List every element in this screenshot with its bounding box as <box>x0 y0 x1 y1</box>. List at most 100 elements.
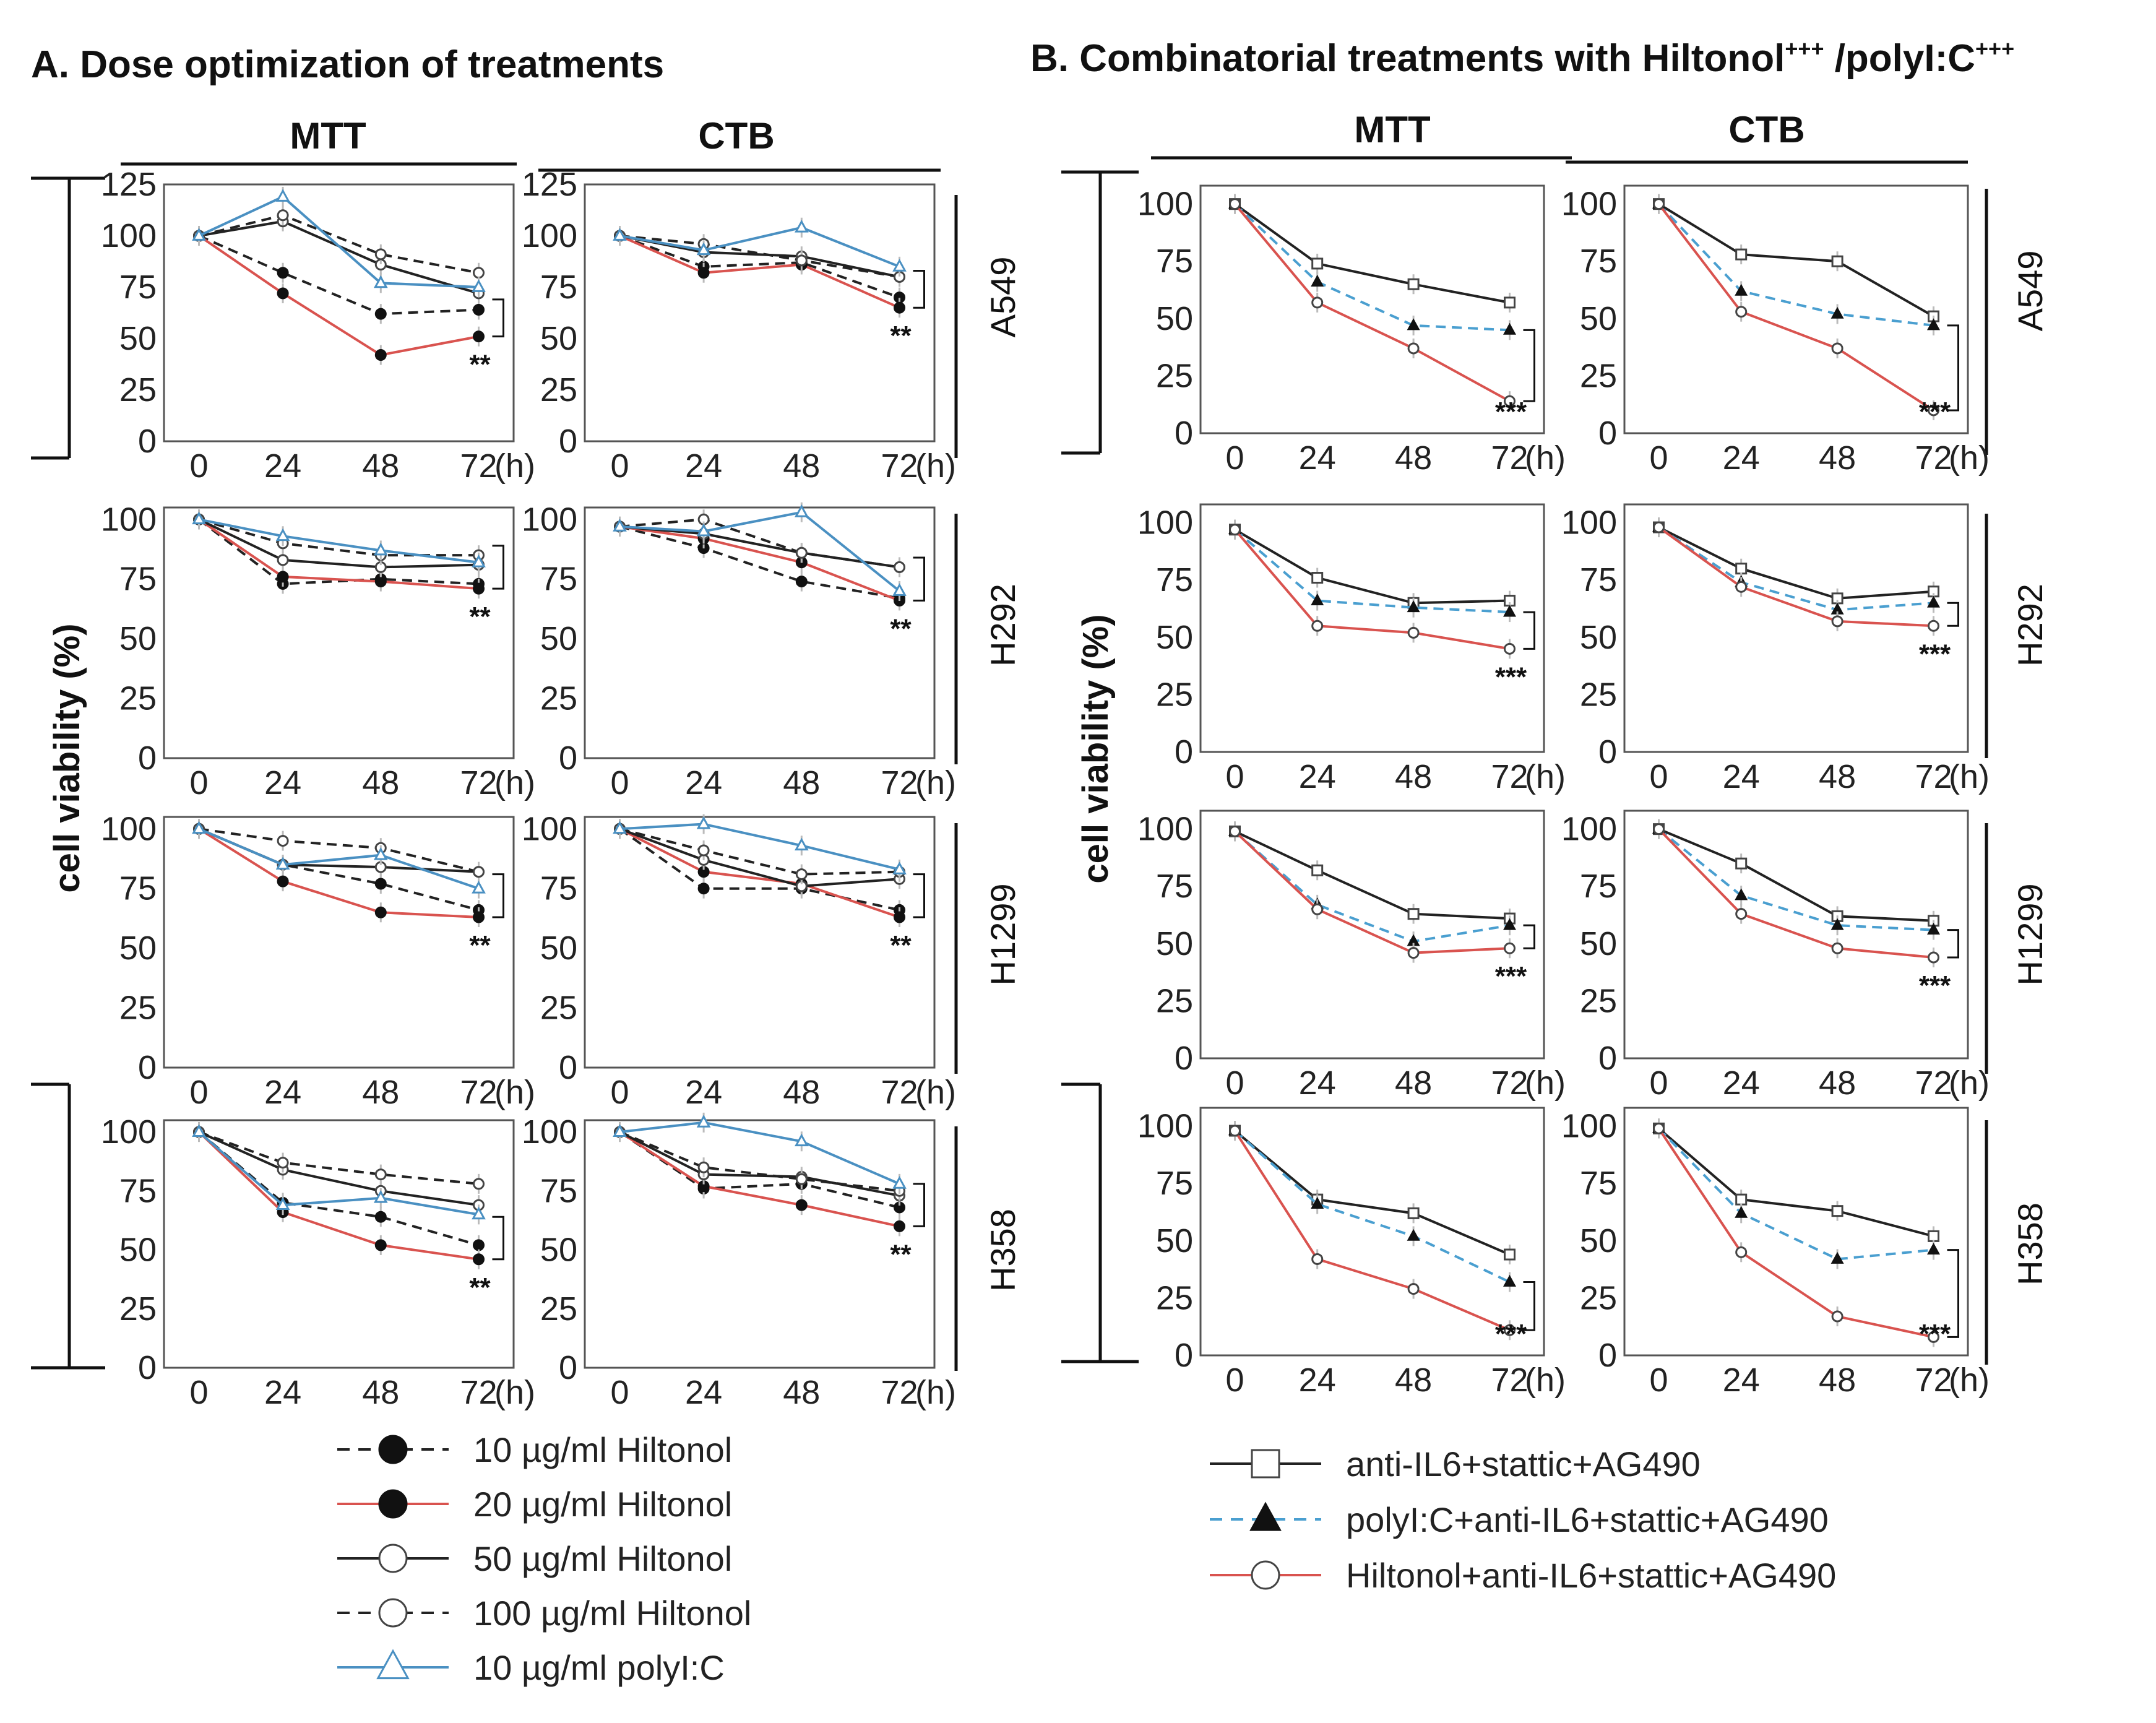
y-tick-label: 0 <box>138 740 157 777</box>
data-point <box>473 330 485 343</box>
data-point <box>1830 306 1844 319</box>
row-label-a-h358: H358 <box>983 1209 1022 1292</box>
data-point <box>473 866 485 878</box>
x-unit-label: (h) <box>494 1374 535 1411</box>
y-tick-label: 100 <box>522 501 577 538</box>
x-unit-label: (h) <box>494 764 535 801</box>
chart-b-mtt-h358: 0 25 50 75 100 0 24 48 72(h) *** <box>1137 1107 1566 1399</box>
legend-item: Hiltonol+anti-IL6+stattic+AG490 <box>1210 1556 1836 1595</box>
data-point <box>373 542 388 556</box>
x-tick-label: 72 <box>881 764 918 801</box>
y-tick-label: 75 <box>1156 868 1193 905</box>
y-tick-label: 50 <box>1156 925 1193 962</box>
x-tick-label: 48 <box>783 764 820 801</box>
data-point <box>794 504 809 517</box>
legend-item: 20 µg/ml Hiltonol <box>337 1485 732 1524</box>
series-line <box>1658 526 1934 628</box>
legend-label: anti-IL6+stattic+AG490 <box>1346 1444 1701 1483</box>
y-tick-label: 75 <box>1580 868 1617 905</box>
y-tick-label: 25 <box>119 990 157 1027</box>
data-point <box>892 583 907 596</box>
x-unit-label: (h) <box>915 1374 956 1411</box>
legend-label: 100 µg/ml Hiltonol <box>473 1594 751 1633</box>
series-line <box>1658 828 1934 931</box>
series-line <box>619 827 900 887</box>
y-tick-label: 100 <box>1137 811 1193 848</box>
row-label-a-h1299: H1299 <box>983 883 1022 985</box>
data-point <box>1830 1251 1844 1264</box>
data-point <box>1504 395 1516 407</box>
x-unit-label: (h) <box>494 447 535 485</box>
significance-bracket <box>492 545 504 590</box>
significance-bracket <box>1947 602 1959 627</box>
data-point <box>1735 1193 1748 1206</box>
plot-frame <box>163 1119 515 1369</box>
y-tick-label: 100 <box>1137 1108 1193 1145</box>
data-point <box>1735 563 1748 575</box>
col-header-b-ctb: CTB <box>1728 109 1805 150</box>
legend-item: 10 µg/ml Hiltonol <box>337 1430 732 1469</box>
y-tick-label: 50 <box>119 320 157 357</box>
significance-label: *** <box>1919 639 1951 669</box>
x-tick-label: 72 <box>881 1374 918 1411</box>
y-tick-label: 100 <box>101 1113 157 1151</box>
data-point <box>1503 605 1516 617</box>
data-point <box>275 1197 290 1211</box>
panel-a-title: A. Dose optimization of treatments <box>31 43 664 86</box>
legend-marker <box>378 1489 408 1519</box>
y-tick-label: 75 <box>119 561 157 598</box>
y-tick-label: 25 <box>1156 357 1193 394</box>
legend-item: anti-IL6+stattic+AG490 <box>1210 1444 1701 1483</box>
y-tick-label: 125 <box>101 166 157 203</box>
legend-item: polyI:C+anti-IL6+stattic+AG490 <box>1210 1500 1829 1539</box>
x-tick-label: 24 <box>264 1074 301 1111</box>
y-tick-label: 25 <box>119 1290 157 1328</box>
data-point <box>1831 1310 1843 1323</box>
data-point <box>1927 922 1940 935</box>
significance-bracket <box>913 556 925 602</box>
y-tick-label: 50 <box>540 620 577 657</box>
legend-b: anti-IL6+stattic+AG490 polyI:C+anti-IL6+s… <box>1210 1444 1836 1595</box>
legend-marker <box>1251 1449 1280 1479</box>
series-line <box>1234 830 1510 920</box>
row-label-b-h1299: H1299 <box>2011 883 2050 985</box>
x-tick-label: 0 <box>1649 439 1668 477</box>
data-point <box>472 1206 486 1220</box>
data-point <box>374 878 387 890</box>
significance-label: ** <box>469 930 491 961</box>
x-tick-label: 0 <box>1225 1362 1244 1399</box>
x-tick-label: 0 <box>189 1374 208 1411</box>
data-point <box>795 1173 808 1185</box>
significance-label: *** <box>1919 970 1951 1001</box>
data-point <box>613 228 627 241</box>
legend-marker <box>376 1649 410 1680</box>
x-tick-label: 24 <box>1299 1362 1336 1399</box>
data-point <box>1407 600 1420 613</box>
data-point <box>696 1115 711 1128</box>
data-point <box>1229 1125 1241 1137</box>
y-tick-label: 75 <box>1156 1165 1193 1202</box>
data-point <box>473 267 485 279</box>
series-line <box>198 1131 479 1261</box>
data-point <box>192 821 206 834</box>
x-tick-label: 48 <box>362 447 399 485</box>
x-tick-label: 72 <box>881 1074 918 1111</box>
x-tick-label: 72 <box>1491 439 1528 477</box>
data-point <box>894 561 905 573</box>
data-point <box>794 837 809 851</box>
x-tick-label: 0 <box>189 764 208 801</box>
series-line <box>619 235 900 279</box>
x-tick-label: 72 <box>1915 758 1952 795</box>
data-point <box>613 821 627 834</box>
significance-label: ** <box>890 930 912 961</box>
chart-a-mtt-h292: 0 25 50 75 100 0 24 48 72(h) ** <box>101 501 535 801</box>
x-tick-label: 0 <box>610 764 629 801</box>
plot-frame <box>584 183 936 443</box>
data-point <box>1830 918 1844 930</box>
x-tick-label: 0 <box>610 1374 629 1411</box>
data-point <box>696 816 711 829</box>
bracket-a-bottom <box>31 1082 105 1370</box>
y-tick-label: 100 <box>101 810 157 847</box>
y-tick-label: 0 <box>1175 733 1193 771</box>
